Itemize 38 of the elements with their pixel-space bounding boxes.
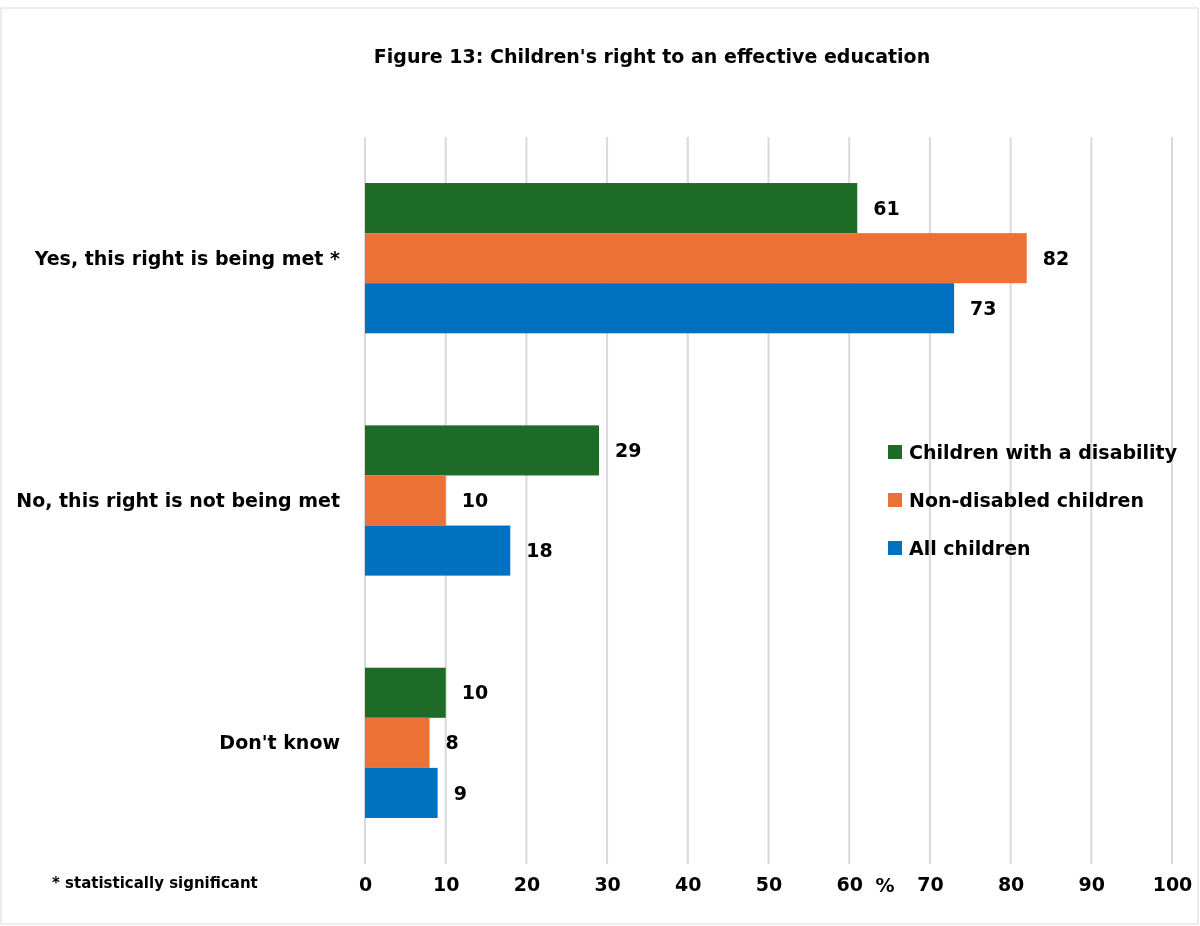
y-tick-label: Yes, this right is being met * (33, 246, 341, 269)
legend-label: Children with a disability (909, 440, 1178, 463)
x-tick-label: 0 (358, 873, 373, 896)
x-tick-label: 60 (836, 873, 863, 896)
y-tick-label: No, this right is not being met (16, 489, 340, 512)
bar (365, 425, 600, 476)
data-label: 73 (970, 296, 997, 319)
bar (365, 183, 858, 234)
legend-label: Non-disabled children (909, 488, 1145, 511)
bar (365, 717, 430, 768)
x-tick-label: 50 (755, 873, 783, 896)
bar (365, 667, 446, 718)
x-tick-label: 70 (917, 873, 944, 896)
chart-title: Figure 13: Children's right to an effective education (373, 45, 931, 67)
data-label: 82 (1042, 246, 1070, 269)
x-tick-label: 20 (513, 873, 541, 896)
data-label: 10 (461, 681, 489, 704)
data-label: 8 (445, 731, 459, 754)
legend-label: All children (909, 536, 1031, 559)
bar (365, 233, 1027, 284)
data-label: 29 (615, 439, 642, 462)
x-tick-label: 100 (1152, 873, 1193, 896)
data-label: 10 (461, 489, 489, 512)
data-label: 18 (526, 539, 553, 562)
x-tick-label: 30 (594, 873, 621, 896)
x-axis-title: % (875, 874, 895, 896)
x-tick-label: 10 (432, 873, 460, 896)
bar (365, 767, 438, 818)
y-tick-label: Don't know (219, 731, 340, 754)
x-tick-label: 40 (675, 873, 702, 896)
bar (365, 525, 511, 576)
x-tick-label: 90 (1078, 873, 1106, 896)
data-label: 9 (453, 781, 467, 804)
bar (365, 283, 955, 334)
text: * statistically significant (52, 874, 258, 892)
data-label: 61 (873, 196, 900, 219)
x-tick-label: 80 (997, 873, 1025, 896)
bar (365, 475, 446, 526)
